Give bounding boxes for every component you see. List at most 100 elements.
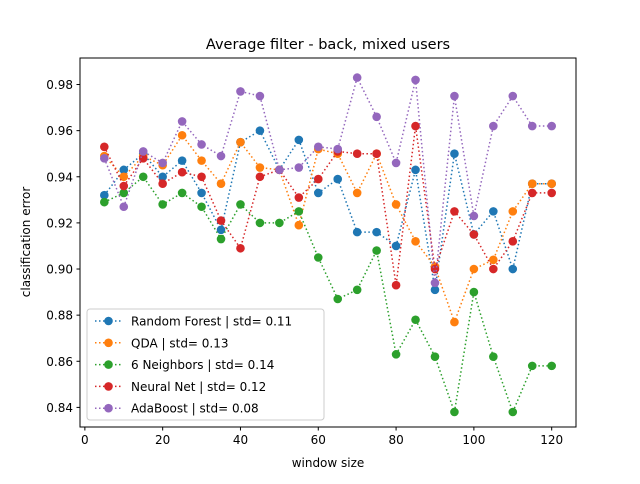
data-point [177, 130, 187, 140]
series-3 [100, 121, 556, 290]
data-point [430, 352, 440, 361]
y-tick-label: 0.96 [46, 124, 73, 138]
data-point [352, 149, 362, 159]
data-point [469, 230, 479, 239]
data-point [275, 165, 284, 175]
data-point [197, 156, 206, 165]
x-axis: 0 20 40 60 80 100 120 [81, 427, 563, 447]
legend-label: QDA | std= 0.13 [131, 336, 229, 350]
legend-label: Random Forest | std= 0.11 [131, 315, 292, 329]
data-point [430, 264, 440, 274]
data-point [489, 121, 498, 131]
data-point [391, 158, 401, 168]
data-point [255, 126, 265, 135]
legend-label: 6 Neighbors | std= 0.14 [131, 358, 274, 372]
data-point [352, 188, 362, 198]
data-point [216, 225, 226, 235]
data-point [255, 218, 265, 228]
data-point [119, 165, 129, 175]
series-2 [100, 172, 556, 417]
data-point [411, 315, 420, 325]
data-point [158, 158, 167, 168]
data-point [450, 407, 459, 417]
data-point [430, 285, 440, 295]
legend-entry: Random Forest | std= 0.11 [95, 315, 292, 329]
data-point [197, 140, 206, 149]
data-point [489, 264, 498, 274]
data-point [197, 188, 206, 198]
data-point [197, 172, 206, 182]
x-tick-label: 60 [311, 433, 326, 447]
data-point [216, 234, 226, 244]
data-point [411, 121, 420, 131]
data-point [508, 207, 518, 216]
axes-frame [79, 57, 577, 428]
data-point [158, 179, 167, 188]
data-point [411, 165, 420, 175]
legend-box [86, 308, 325, 421]
data-point [197, 202, 206, 212]
data-point [352, 285, 362, 295]
data-point [547, 179, 556, 188]
data-point [508, 91, 518, 101]
series-layer [100, 73, 556, 417]
data-point [469, 264, 479, 274]
data-point [372, 149, 381, 159]
data-point [411, 237, 420, 246]
data-point [119, 172, 129, 182]
data-point [177, 167, 187, 177]
data-point [275, 218, 284, 228]
data-point [450, 207, 459, 216]
data-point [313, 253, 323, 262]
y-tick-label: 0.94 [46, 170, 73, 184]
data-point [255, 91, 265, 101]
data-point [177, 156, 187, 165]
x-tick-label: 100 [462, 433, 485, 447]
data-point [352, 73, 362, 82]
data-point [100, 190, 109, 200]
data-point [216, 151, 226, 161]
data-point [489, 207, 498, 216]
data-point [352, 227, 362, 237]
legend-entry: QDA | std= 0.13 [95, 336, 229, 350]
data-point [313, 188, 323, 198]
data-point [138, 172, 148, 182]
data-point [119, 181, 129, 191]
data-point [313, 174, 323, 184]
chart-title: Average filter - back, mixed users [206, 37, 450, 53]
data-point [508, 237, 518, 246]
data-point [216, 216, 226, 225]
data-point [469, 211, 479, 221]
data-point [236, 243, 245, 253]
data-point [294, 220, 304, 230]
data-point [158, 172, 167, 182]
data-point [527, 188, 537, 198]
data-point [372, 227, 381, 237]
data-point [450, 149, 459, 159]
data-point [430, 278, 440, 288]
series-4 [100, 73, 556, 288]
data-point [391, 241, 401, 251]
data-point [333, 294, 343, 304]
data-point [489, 352, 498, 361]
legend: Random Forest | std= 0.11 QDA | std= 0.13… [86, 308, 325, 421]
data-point [255, 163, 265, 172]
legend-label: Neural Net | std= 0.12 [131, 380, 266, 394]
legend-marker [104, 403, 113, 413]
data-point [100, 142, 109, 152]
data-point [313, 142, 323, 152]
data-point [450, 317, 459, 327]
y-tick-label: 0.86 [46, 355, 73, 369]
data-point [236, 137, 245, 147]
series-line [103, 75, 552, 283]
data-point [119, 188, 129, 198]
data-point [527, 121, 537, 131]
data-point [255, 172, 265, 182]
data-point [100, 154, 109, 163]
data-point [508, 264, 518, 274]
data-point [100, 197, 109, 207]
data-point [508, 407, 518, 417]
data-point [547, 188, 556, 198]
